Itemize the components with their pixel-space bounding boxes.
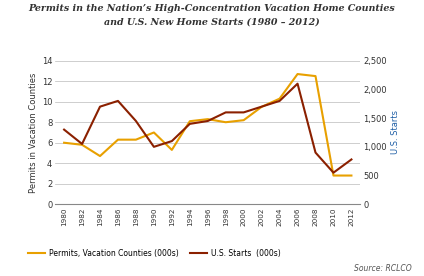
U.S. Starts  (000s) [169,139,174,143]
Permits, Vacation Counties (000s) [331,174,336,177]
Permits, Vacation Counties (000s) [223,121,228,124]
U.S. Starts  (000s) [259,105,264,108]
U.S. Starts  (000s) [331,171,336,174]
Permits, Vacation Counties (000s) [98,154,103,158]
Legend: Permits, Vacation Counties (000s), U.S. Starts  (000s): Permits, Vacation Counties (000s), U.S. … [25,246,283,261]
U.S. Starts  (000s) [277,99,282,103]
Permits, Vacation Counties (000s) [349,174,354,177]
Text: Permits in the Nation’s High-Concentration Vacation Home Counties: Permits in the Nation’s High-Concentrati… [29,4,395,13]
Y-axis label: U.S. Starts: U.S. Starts [391,110,400,155]
U.S. Starts  (000s) [349,158,354,161]
Permits, Vacation Counties (000s) [241,118,246,122]
U.S. Starts  (000s) [80,142,85,146]
Permits, Vacation Counties (000s) [277,97,282,100]
U.S. Starts  (000s) [223,111,228,114]
Permits, Vacation Counties (000s) [313,75,318,78]
Permits, Vacation Counties (000s) [80,143,85,147]
U.S. Starts  (000s) [205,119,210,123]
Permits, Vacation Counties (000s) [187,120,192,123]
Permits, Vacation Counties (000s) [295,72,300,76]
U.S. Starts  (000s) [134,119,139,123]
U.S. Starts  (000s) [241,111,246,114]
Line: U.S. Starts  (000s): U.S. Starts (000s) [64,84,351,173]
Permits, Vacation Counties (000s) [259,105,264,108]
U.S. Starts  (000s) [151,145,156,148]
U.S. Starts  (000s) [187,122,192,126]
Permits, Vacation Counties (000s) [151,131,156,134]
Line: Permits, Vacation Counties (000s): Permits, Vacation Counties (000s) [64,74,351,176]
Y-axis label: Permits in Vacation Counties: Permits in Vacation Counties [29,72,38,193]
U.S. Starts  (000s) [61,128,67,131]
Permits, Vacation Counties (000s) [61,141,67,144]
Permits, Vacation Counties (000s) [115,138,120,141]
Text: Source: RCLCO: Source: RCLCO [354,264,411,273]
U.S. Starts  (000s) [115,99,120,103]
U.S. Starts  (000s) [295,82,300,85]
Permits, Vacation Counties (000s) [169,148,174,152]
Text: and U.S. New Home Starts (1980 – 2012): and U.S. New Home Starts (1980 – 2012) [104,18,320,27]
U.S. Starts  (000s) [313,151,318,154]
U.S. Starts  (000s) [98,105,103,108]
Permits, Vacation Counties (000s) [134,138,139,141]
Permits, Vacation Counties (000s) [205,118,210,121]
